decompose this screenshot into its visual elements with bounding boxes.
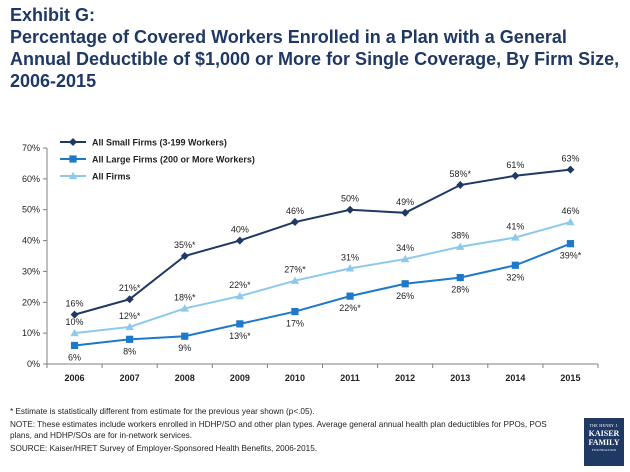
data-label-1: 63% <box>561 154 579 164</box>
title-block: Exhibit G: Percentage of Covered Workers… <box>10 4 620 92</box>
data-point-1 <box>346 205 355 214</box>
data-label-2: 28% <box>451 285 469 295</box>
data-point-2 <box>456 274 464 282</box>
data-label-3: 12%* <box>119 311 141 321</box>
x-tick-label: 2015 <box>560 373 580 383</box>
legend-label-1: All Small Firms (3-199 Workers) <box>92 138 227 148</box>
data-label-3: 38% <box>451 231 469 241</box>
data-label-2: 39%* <box>560 251 582 261</box>
data-label-1: 46% <box>286 206 304 216</box>
data-label-2: 32% <box>506 272 524 282</box>
data-point-1 <box>235 236 244 245</box>
chart-title: Percentage of Covered Workers Enrolled i… <box>10 27 620 91</box>
data-point-1 <box>180 252 189 260</box>
data-label-1: 35%* <box>174 240 196 250</box>
data-point-1 <box>290 218 299 227</box>
data-label-1: 61% <box>506 160 524 170</box>
data-point-2 <box>126 335 134 343</box>
data-label-3: 10% <box>66 317 84 327</box>
x-tick-label: 2011 <box>340 373 360 383</box>
x-tick-label: 2008 <box>175 373 195 383</box>
data-point-3 <box>456 242 465 250</box>
x-tick-label: 2006 <box>65 373 85 383</box>
data-point-3 <box>290 276 300 284</box>
data-label-3: 22%* <box>229 280 251 290</box>
legend-label-2: All Large Firms (200 or More Workers) <box>92 155 255 165</box>
data-point-1 <box>70 310 79 319</box>
data-point-1 <box>456 181 465 190</box>
data-label-2: 26% <box>396 291 414 301</box>
data-point-2 <box>346 292 354 300</box>
data-label-2: 13%* <box>229 331 251 341</box>
data-point-1 <box>401 208 410 217</box>
y-tick-label: 0% <box>27 359 40 369</box>
data-point-2 <box>181 332 189 340</box>
data-label-3: 34% <box>396 243 414 253</box>
legend-marker-2 <box>69 155 77 163</box>
y-tick-label: 50% <box>22 205 40 215</box>
data-label-3: 18%* <box>174 292 196 302</box>
series-line-2 <box>74 242 571 347</box>
data-label-2: 9% <box>178 343 191 353</box>
data-label-1: 40% <box>231 225 249 235</box>
y-tick-label: 10% <box>22 328 40 338</box>
data-point-1 <box>566 165 575 174</box>
data-label-1: 58%* <box>449 169 471 179</box>
data-point-2 <box>70 341 79 350</box>
data-label-2: 22%* <box>339 303 361 313</box>
asterisk-note: * Estimate is statistically different fr… <box>10 407 315 416</box>
logo-line-1: THE HENRY J. <box>589 423 619 428</box>
x-tick-label: 2012 <box>395 373 415 383</box>
x-tick-label: 2009 <box>230 373 250 383</box>
data-point-3 <box>70 328 79 337</box>
data-point-1 <box>511 171 520 180</box>
x-tick-label: 2013 <box>450 373 470 383</box>
data-label-3: 41% <box>506 221 524 231</box>
data-point-1 <box>125 295 134 304</box>
data-point-3 <box>180 304 189 312</box>
kaiser-logo: THE HENRY J. KAISER FAMILY FOUNDATION <box>584 418 624 466</box>
data-point-2 <box>511 261 519 269</box>
footnotes: * Estimate is statistically different fr… <box>10 406 570 456</box>
series-line-1 <box>74 168 571 316</box>
series-line-3 <box>74 221 571 335</box>
exhibit-label: Exhibit G: <box>10 5 95 25</box>
data-point-3 <box>345 264 355 272</box>
data-label-2: 6% <box>68 352 81 362</box>
x-tick-label: 2010 <box>285 373 305 383</box>
data-point-2 <box>236 320 244 328</box>
legend-marker-1 <box>69 138 77 146</box>
y-tick-label: 60% <box>22 174 40 184</box>
y-tick-label: 70% <box>22 143 40 153</box>
data-label-2: 17% <box>286 319 304 329</box>
data-point-3 <box>566 217 575 226</box>
data-label-3: 27%* <box>284 265 306 275</box>
data-point-3 <box>400 254 410 263</box>
y-tick-label: 20% <box>22 297 40 307</box>
data-point-2 <box>566 240 575 248</box>
data-label-2: 8% <box>123 346 136 356</box>
logo-line-2: KAISER FAMILY <box>588 429 620 447</box>
y-tick-label: 30% <box>22 266 40 276</box>
note-text: NOTE: These estimates include workers en… <box>10 420 547 440</box>
data-label-1: 16% <box>66 299 84 309</box>
source-text: SOURCE: Kaiser/HRET Survey of Employer-S… <box>10 444 318 453</box>
data-point-3 <box>125 322 134 331</box>
line-chart: 0% 10% 20% 30% 40% 50% 60% 70% 2006 2007 2008 2009 2… <box>22 138 599 383</box>
data-label-1: 49% <box>396 197 414 207</box>
legend-label-3: All Firms <box>92 172 131 182</box>
data-label-3: 46% <box>561 206 579 216</box>
data-label-1: 50% <box>341 194 359 204</box>
data-label-1: 21%* <box>119 283 141 293</box>
x-tick-label: 2014 <box>505 373 525 383</box>
data-point-3 <box>511 233 520 241</box>
data-point-3 <box>235 291 245 300</box>
y-tick-label: 40% <box>22 236 40 246</box>
data-label-3: 31% <box>341 252 359 262</box>
logo-line-3: FOUNDATION <box>591 448 617 452</box>
legend-marker-3 <box>68 171 78 180</box>
x-tick-label: 2007 <box>120 373 140 383</box>
data-point-2 <box>291 307 299 316</box>
data-point-2 <box>401 280 409 288</box>
